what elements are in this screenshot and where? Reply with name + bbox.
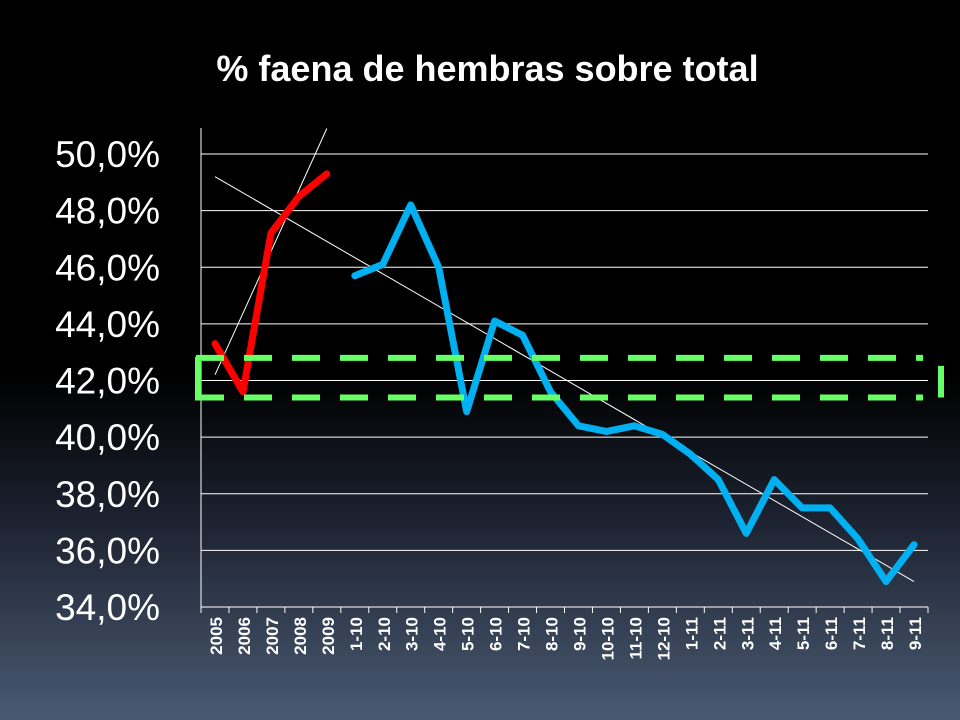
- x-tick-label: 4-10: [431, 617, 450, 651]
- x-tick-label: 2006: [235, 617, 254, 655]
- x-tick-label: 8-11: [878, 617, 897, 650]
- chart-title: % faena de hembras sobre total: [216, 48, 759, 89]
- x-tick-label: 10-10: [598, 617, 617, 660]
- x-tick-label: 6-10: [487, 617, 506, 651]
- x-tick-label: 7-10: [515, 617, 534, 651]
- y-tick-label: 44,0%: [55, 304, 160, 345]
- y-tick-label: 38,0%: [55, 474, 160, 515]
- x-tick-label: 2008: [291, 617, 310, 655]
- series-line: [211, 170, 331, 396]
- x-tick-label: 5-10: [459, 617, 478, 651]
- series-line: [351, 201, 918, 586]
- x-tick-label: 5-11: [794, 617, 813, 650]
- x-tick-label: 1-11: [682, 617, 701, 650]
- x-tick-label: 2009: [319, 617, 338, 655]
- x-tick-label: 9-11: [906, 617, 925, 650]
- x-tick-label: 3-11: [738, 617, 757, 650]
- x-tick-label: 2005: [207, 617, 226, 655]
- y-tick-label: 34,0%: [55, 587, 160, 628]
- x-tick-label: 2007: [263, 617, 282, 655]
- y-tick-label: 40,0%: [55, 417, 160, 458]
- x-tick-label: 7-11: [850, 617, 869, 650]
- x-tick-label: 9-10: [570, 617, 589, 651]
- x-tick-label: 12-10: [654, 617, 673, 660]
- y-tick-label: 48,0%: [55, 191, 160, 232]
- y-tick-label: 50,0%: [55, 134, 160, 175]
- x-tick-label: 1-10: [347, 617, 366, 651]
- x-tick-label: 2-11: [710, 617, 729, 650]
- x-tick-label: 3-10: [403, 617, 422, 651]
- x-tick-label: 8-10: [543, 617, 562, 651]
- x-tick-label: 2-10: [375, 617, 394, 651]
- y-tick-label: 36,0%: [55, 530, 160, 571]
- trendline: [214, 176, 915, 582]
- x-tick-label: 11-10: [626, 617, 645, 660]
- x-tick-label: 6-11: [822, 617, 841, 650]
- y-tick-label: 46,0%: [55, 247, 160, 288]
- x-tick-label: 4-11: [766, 617, 785, 650]
- y-tick-label: 42,0%: [55, 361, 160, 402]
